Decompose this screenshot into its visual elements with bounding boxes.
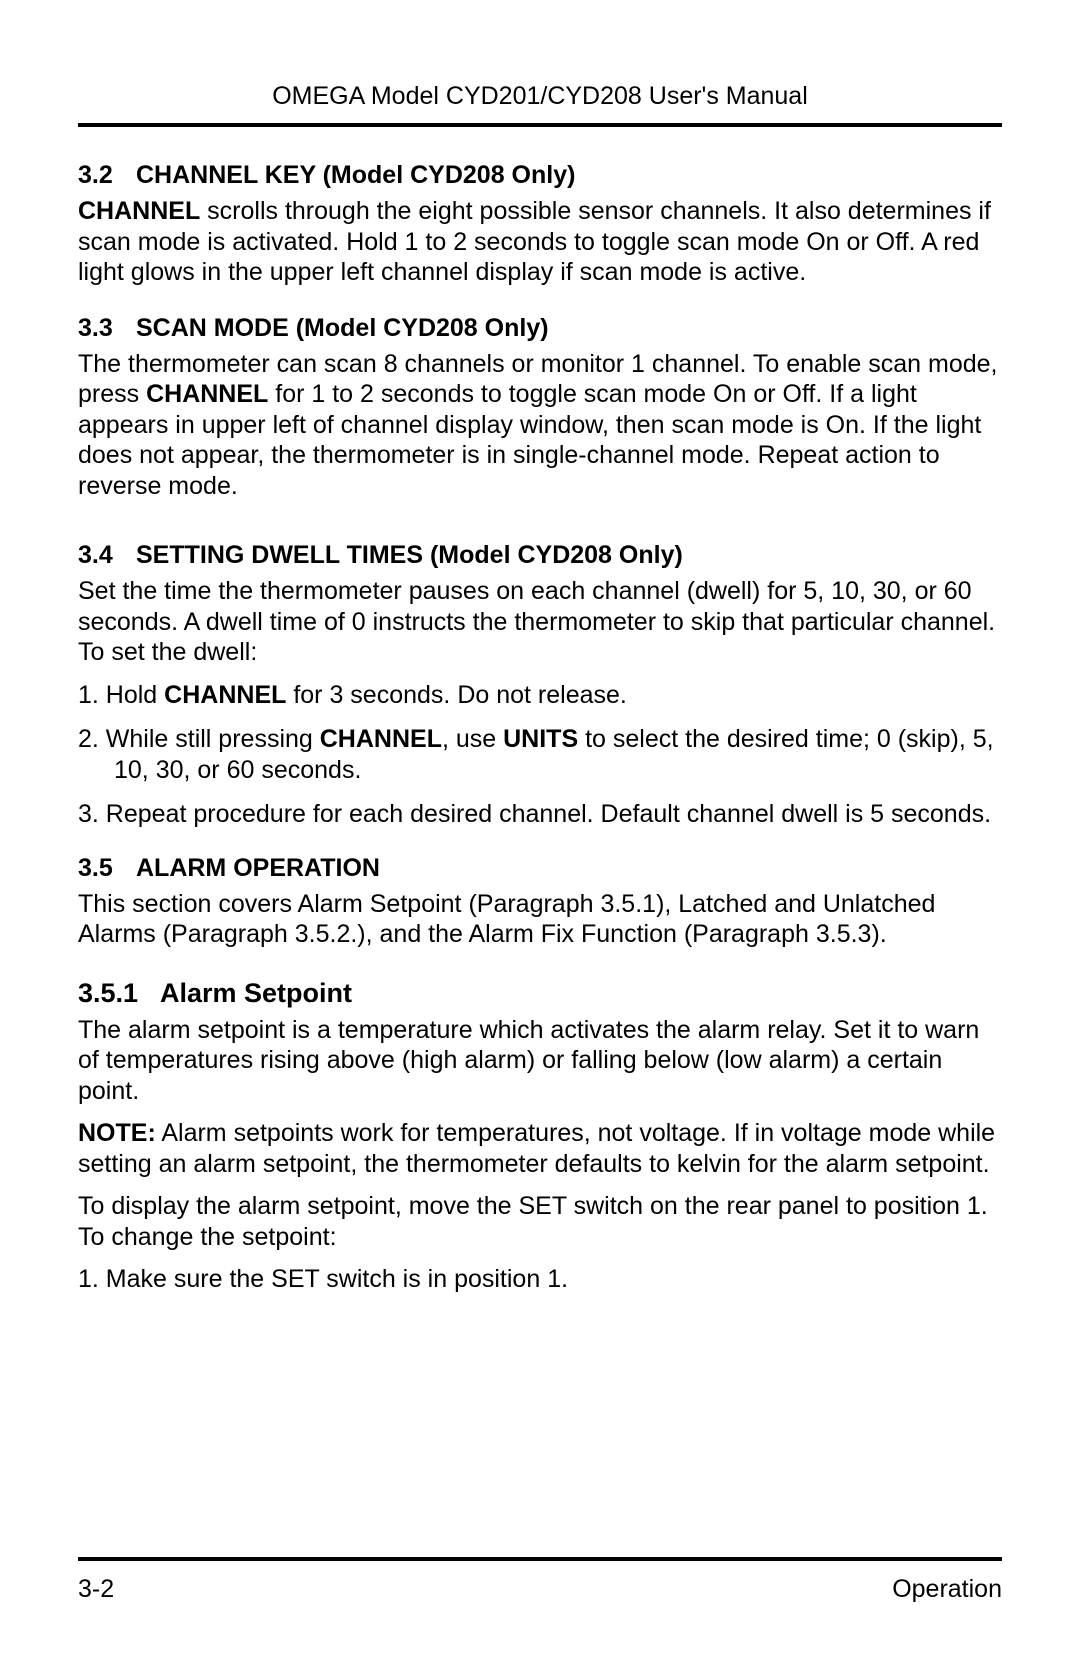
section-3-5-heading: 3.5ALARM OPERATION [78,854,1002,883]
section-3-4-body: Set the time the thermometer pauses on e… [78,576,1002,668]
list-item: 3. Repeat procedure for each desired cha… [78,799,1002,830]
section-number: 3.3 [78,314,136,343]
section-3-4-list: 1. Hold CHANNEL for 3 seconds. Do not re… [78,680,1002,830]
section-3-3-heading: 3.3SCAN MODE (Model CYD208 Only) [78,314,1002,343]
list-item: 2. While still pressing CHANNEL, use UNI… [78,724,1002,785]
bold-word: UNITS [503,725,578,753]
body-text: scrolls through the eight possible senso… [78,197,991,286]
list-item: 1. Make sure the SET switch is in positi… [78,1264,1002,1295]
section-3-5-1-heading: 3.5.1Alarm Setpoint [78,978,1002,1009]
section-3-5-1-p3: To display the alarm setpoint, move the … [78,1191,1002,1252]
section-3-5-1-list: 1. Make sure the SET switch is in positi… [78,1264,1002,1295]
li-text: 3. Repeat procedure for each desired cha… [78,800,991,828]
li-text: for 3 seconds. Do not release. [286,681,626,709]
section-3-5-1-p1: The alarm setpoint is a temperature whic… [78,1015,1002,1107]
section-title: ALARM OPERATION [136,854,380,882]
section-3-5-1-note: NOTE: Alarm setpoints work for temperatu… [78,1118,1002,1179]
li-text: 2. While still pressing [78,725,320,753]
li-text: , use [442,725,503,753]
body-text: The alarm setpoint is a temperature whic… [78,1016,979,1105]
section-3-5-body: This section covers Alarm Setpoint (Para… [78,889,1002,950]
section-number: 3.5 [78,854,136,883]
bold-word: NOTE: [78,1119,156,1147]
section-3-2-heading: 3.2CHANNEL KEY (Model CYD208 Only) [78,161,1002,190]
bold-word: CHANNEL [320,725,442,753]
li-text: 1. Make sure the SET switch is in positi… [78,1265,568,1293]
section-title: SCAN MODE (Model CYD208 Only) [136,314,549,342]
section-number: 3.2 [78,161,136,190]
section-number: 3.5.1 [78,978,160,1009]
list-item: 1. Hold CHANNEL for 3 seconds. Do not re… [78,680,1002,711]
header-title: OMEGA Model CYD201/CYD208 User's Manual [272,82,808,110]
bold-word: CHANNEL [146,380,268,408]
bold-word: CHANNEL [78,197,200,225]
section-title: CHANNEL KEY (Model CYD208 Only) [136,161,575,189]
page-header: OMEGA Model CYD201/CYD208 User's Manual [78,82,1002,127]
bold-word: CHANNEL [164,681,286,709]
section-3-4-heading: 3.4SETTING DWELL TIMES (Model CYD208 Onl… [78,541,1002,570]
body-text: This section covers Alarm Setpoint (Para… [78,890,935,949]
body-text: Alarm setpoints work for temperatures, n… [78,1119,995,1178]
footer-section-name: Operation [892,1575,1002,1604]
section-title: SETTING DWELL TIMES (Model CYD208 Only) [136,541,683,569]
section-3-2-body: CHANNEL scrolls through the eight possib… [78,196,1002,288]
section-number: 3.4 [78,541,136,570]
page-content: 3.2CHANNEL KEY (Model CYD208 Only) CHANN… [78,161,1002,1557]
footer-page-number: 3-2 [78,1575,114,1604]
body-text: Set the time the thermometer pauses on e… [78,577,995,666]
section-title: Alarm Setpoint [160,978,352,1008]
body-text: To display the alarm setpoint, move the … [78,1192,988,1251]
section-3-3-body: The thermometer can scan 8 channels or m… [78,349,1002,502]
li-text: 1. Hold [78,681,164,709]
page-footer: 3-2 Operation [78,1557,1002,1604]
manual-page: OMEGA Model CYD201/CYD208 User's Manual … [0,0,1080,1669]
